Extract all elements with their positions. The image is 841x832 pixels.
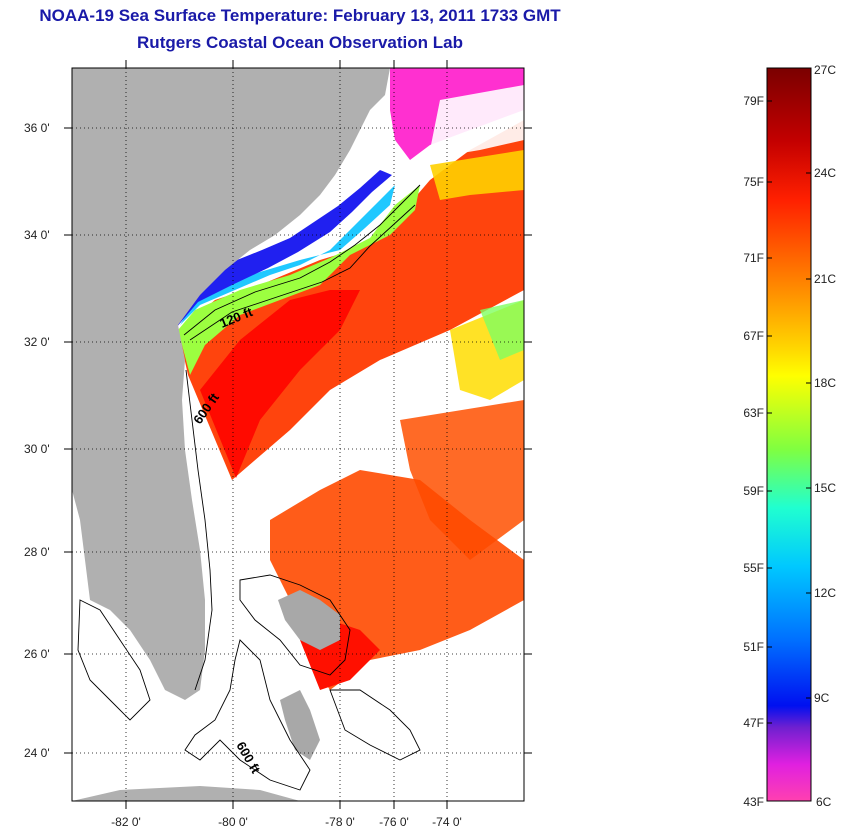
axis-ticks (64, 60, 532, 809)
cb-f-67: 67F (743, 329, 764, 343)
map-frame (71, 67, 525, 802)
cb-c-27: 27C (814, 63, 836, 77)
lat-label-32: 32 0' (24, 335, 50, 349)
cb-c-9: 9C (814, 691, 830, 705)
cb-f-55: 55F (743, 561, 764, 575)
cb-f-63: 63F (743, 406, 764, 420)
cb-f-51: 51F (743, 640, 764, 654)
map-subtitle: Rutgers Coastal Ocean Observation Lab (137, 33, 463, 52)
graticule (72, 68, 524, 801)
lat-label-28: 28 0' (24, 545, 50, 559)
cb-c-6: 6C (816, 795, 832, 809)
lat-label-26: 26 0' (24, 647, 50, 661)
lat-label-30: 30 0' (24, 442, 50, 456)
lon-label-74: -74 0' (432, 815, 462, 829)
lat-label-34: 34 0' (24, 228, 50, 242)
land-mass (72, 68, 390, 700)
cuba-island (72, 786, 300, 801)
cb-f-59: 59F (743, 484, 764, 498)
map-title: NOAA-19 Sea Surface Temperature: Februar… (39, 6, 561, 25)
cb-f-47: 47F (743, 716, 764, 730)
cb-c-12: 12C (814, 586, 836, 600)
cb-c-24: 24C (814, 166, 836, 180)
cb-f-71: 71F (743, 251, 764, 265)
cb-f-43: 43F (743, 795, 764, 809)
colorbar-ticks (767, 100, 811, 724)
lon-label-80: -80 0' (218, 815, 248, 829)
lon-label-78: -78 0' (325, 815, 355, 829)
cb-c-18: 18C (814, 376, 836, 390)
lat-label-24: 24 0' (24, 746, 50, 760)
cb-c-21: 21C (814, 272, 836, 286)
lon-label-76: -76 0' (379, 815, 409, 829)
bathymetry-contours (77, 184, 421, 791)
colorbar (766, 67, 812, 802)
lat-label-36: 36 0' (24, 121, 50, 135)
cb-f-79: 79F (743, 94, 764, 108)
bahamas-island (278, 590, 340, 650)
map-plot-area: 120 ft 600 ft 600 ft (72, 68, 524, 801)
cb-f-75: 75F (743, 175, 764, 189)
lon-label-82: -82 0' (111, 815, 141, 829)
cb-c-15: 15C (814, 481, 836, 495)
